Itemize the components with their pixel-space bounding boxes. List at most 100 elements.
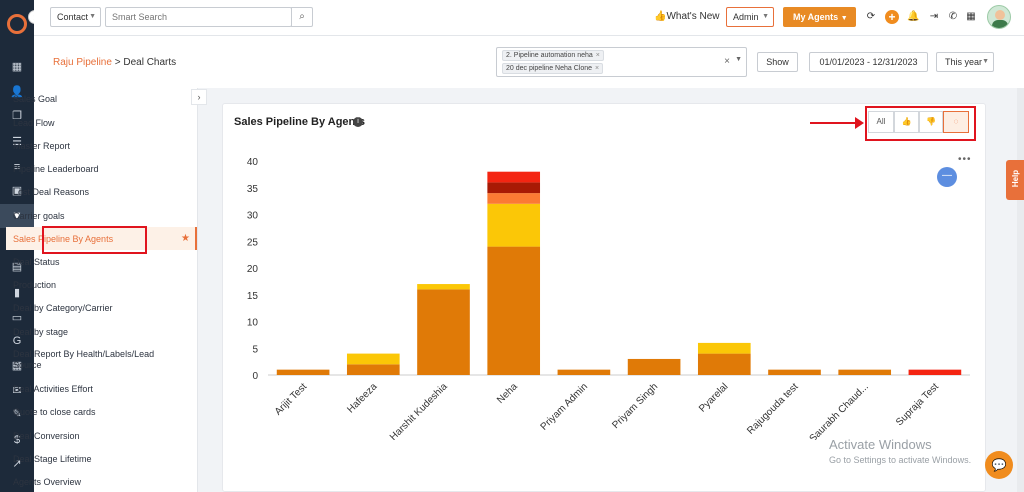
date-range-input[interactable]: 01/01/2023 - 12/31/2023 [809, 52, 928, 72]
period-select[interactable]: This year ▼ [936, 52, 994, 72]
breadcrumb-current: Deal Charts [123, 57, 177, 68]
contacts-icon[interactable]: 👤 [10, 86, 24, 98]
reports-icon[interactable]: ▤ [11, 261, 23, 273]
trend-icon[interactable]: ↗ [12, 458, 22, 470]
chart-card [222, 103, 986, 492]
role-select[interactable]: Admin ▼ [726, 7, 774, 27]
list-icon[interactable]: ☰ [12, 136, 22, 148]
chart-title: Sales Pipeline By Agents [234, 116, 366, 128]
page-header: Raju Pipeline > Deal Charts 2. Pipeline … [34, 36, 1024, 88]
menu-item-deal-activities-effort[interactable]: Deal Activities Effort [13, 384, 93, 394]
bell-icon[interactable]: 🔔 [907, 11, 920, 22]
top-bar: Contact▼ ⌕ 👍What's New Admin▼ My Agents … [34, 0, 1024, 36]
bar-segment[interactable] [417, 289, 470, 375]
bar-segment[interactable] [838, 369, 892, 375]
filter-all-button[interactable]: All [868, 111, 894, 133]
chip-remove-icon[interactable]: × [595, 65, 600, 72]
bar-segment[interactable] [908, 369, 962, 375]
menu-item-production[interactable]: Production [13, 280, 57, 290]
x-tick-label: Rajugouda test [745, 381, 801, 437]
bar-segment[interactable] [346, 353, 400, 365]
phone-icon[interactable]: ✆ [948, 11, 958, 22]
breadcrumb-pipeline-link[interactable]: Raju Pipeline [53, 57, 112, 68]
menu-item-master-report[interactable]: Master Report [13, 141, 71, 151]
list-icon[interactable]: ≡ [13, 161, 21, 173]
menu-item-deal-stage-lifetime[interactable]: Deal Stage Lifetime [13, 454, 92, 464]
menu-item-quote-to-close[interactable]: Quote to close cards [13, 407, 96, 417]
calendar-icon[interactable]: ▦ [11, 360, 23, 372]
refresh-icon[interactable]: ⟳ [866, 11, 876, 22]
bar-segment[interactable] [557, 369, 611, 375]
logo-icon[interactable] [7, 14, 27, 34]
pipeline-multiselect[interactable]: 2. Pipeline automation neha × 20 dec pipe… [496, 47, 747, 77]
menu-item-sales-pipeline-by-agents[interactable]: Sales Pipeline By Agents [13, 234, 114, 244]
exit-icon[interactable]: ⇥ [929, 11, 939, 22]
contact-type-select[interactable]: Contact ▼ [50, 7, 101, 27]
bar-segment[interactable] [768, 369, 821, 375]
bar-segment[interactable] [697, 353, 751, 375]
loading-icon[interactable]: ◌ [943, 111, 969, 133]
calculator-icon[interactable]: ▦ [966, 11, 976, 22]
bar-segment[interactable] [487, 182, 541, 194]
bar-segment[interactable] [487, 171, 541, 183]
highlight-box [42, 226, 147, 254]
x-tick-label: Supraja Test [894, 381, 941, 428]
bar-segment[interactable] [627, 358, 681, 375]
collapse-circle-icon[interactable]: — [937, 167, 957, 187]
bar-segment[interactable] [487, 203, 541, 247]
show-button[interactable]: Show [757, 52, 798, 72]
google-icon[interactable]: G [12, 335, 22, 347]
dollar-icon[interactable]: $ [13, 434, 21, 446]
more-options-icon[interactable]: ••• [958, 154, 972, 165]
avatar[interactable] [987, 5, 1011, 29]
page-scrollbar[interactable] [1017, 88, 1024, 492]
bar-segment[interactable] [697, 342, 751, 354]
signature-icon[interactable]: ✎ [12, 408, 22, 420]
help-tab[interactable]: Help [1006, 160, 1024, 200]
my-agents-button[interactable]: My Agents ▼ [783, 7, 856, 27]
search-input[interactable] [105, 7, 292, 27]
bar-segment[interactable] [417, 284, 470, 290]
chat-icon[interactable]: 💬 [985, 451, 1013, 479]
pipeline-icon[interactable]: ▼ [0, 204, 34, 228]
menu-item-sales-goal[interactable]: Sales Goal [13, 94, 58, 104]
menu-item-pipeline-leaderboard[interactable]: Pipeline Leaderboard [13, 164, 99, 174]
thumbs-up-icon[interactable]: 👍 [894, 111, 919, 133]
whats-new-link[interactable]: 👍What's New [654, 11, 720, 22]
favorite-star-icon[interactable]: ★ [181, 233, 190, 244]
thumbs-down-icon[interactable]: 👎 [919, 111, 943, 133]
search-icon[interactable]: ⌕ [291, 7, 313, 27]
chevron-right-icon[interactable]: › [191, 89, 207, 105]
bar-segment[interactable] [487, 246, 541, 375]
chip-remove-icon[interactable]: × [595, 52, 600, 59]
menu-item-deal-conversion[interactable]: Deal Conversion [13, 431, 80, 441]
add-button[interactable]: + [885, 10, 899, 24]
bar-segment[interactable] [487, 193, 541, 204]
menu-item-deal-by-stage[interactable]: Deal by stage [13, 327, 69, 337]
chevron-down-icon[interactable]: ▼ [735, 56, 742, 63]
documents-icon[interactable]: ❐ [12, 110, 22, 122]
menu-item-deal-report-by-health[interactable]: Deal Report By Health/Labels/Lead Source [13, 349, 155, 370]
x-tick-label: Priyam Admin [539, 381, 590, 432]
y-tick-label: 25 [247, 237, 259, 248]
menu-item-lead-flow[interactable]: Lead Flow [13, 118, 55, 128]
active-menu-highlight [6, 227, 197, 250]
menu-item-agents-overview[interactable]: Agents Overview [13, 477, 82, 487]
y-tick-label: 10 [247, 318, 259, 329]
contact-card-icon[interactable]: ▣ [11, 185, 23, 197]
x-tick-label: Neha [495, 381, 520, 406]
annotation-arrow-head [855, 117, 864, 129]
info-icon[interactable]: i [353, 117, 363, 127]
bar-segment[interactable] [346, 364, 400, 375]
bar-segment[interactable] [276, 369, 330, 375]
clear-icon[interactable]: × [724, 56, 730, 67]
menu-item-deal-by-category[interactable]: Deal by Category/Carrier [13, 303, 113, 313]
analytics-icon[interactable]: ▮ [13, 287, 21, 299]
mail-icon[interactable]: ✉ [12, 385, 22, 397]
menu-item-deal-status[interactable]: Deal Status [13, 257, 60, 267]
menu-item-carrier-goals[interactable]: Carrier goals [13, 211, 65, 221]
menu-item-lost-deal-reasons[interactable]: Lost Deal Reasons [13, 187, 90, 197]
dashboard-icon[interactable]: ▦ [11, 61, 23, 73]
folder-icon[interactable]: ▭ [11, 312, 23, 324]
x-tick-label: Priyam Singh [610, 381, 660, 431]
